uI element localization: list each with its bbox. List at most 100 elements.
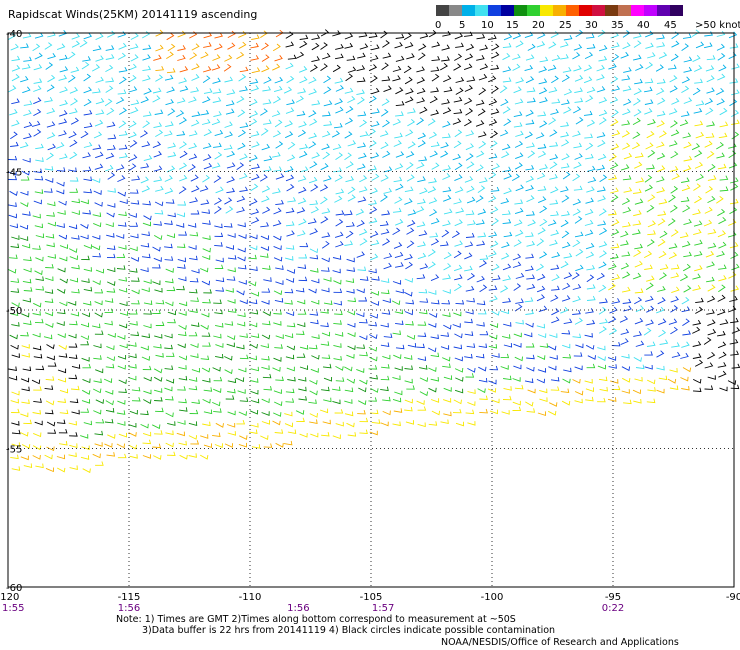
wind-barb <box>583 110 593 116</box>
wind-barb <box>539 218 548 227</box>
wind-barb <box>239 299 248 305</box>
wind-barb <box>164 130 173 137</box>
wind-barb <box>274 401 283 407</box>
wind-barb <box>142 44 152 50</box>
wind-barb <box>224 443 234 448</box>
wind-barb <box>203 88 213 94</box>
wind-barb <box>681 306 691 313</box>
wind-barb <box>118 130 128 137</box>
wind-barb <box>45 276 54 282</box>
wind-barb <box>561 99 570 106</box>
wind-barb <box>622 286 631 293</box>
wind-barb <box>310 268 319 273</box>
wind-barb <box>547 410 557 416</box>
wind-barb <box>694 195 703 204</box>
wind-barb <box>274 298 284 303</box>
wind-barb <box>692 378 702 384</box>
wind-barb <box>455 77 465 83</box>
wind-barb <box>611 385 621 391</box>
wind-barb <box>153 344 162 349</box>
wind-barb <box>467 272 476 281</box>
wind-barb <box>141 287 150 293</box>
wind-barb <box>59 153 68 160</box>
wind-barb <box>129 43 139 50</box>
wind-barb <box>526 408 536 413</box>
wind-barb <box>83 286 93 292</box>
wind-barb <box>585 197 594 204</box>
wind-barb <box>143 389 152 395</box>
wind-barb <box>261 398 270 404</box>
wind-barb <box>140 130 148 138</box>
wind-barb <box>214 232 224 237</box>
wind-barb <box>394 163 404 170</box>
wind-barb <box>634 296 643 305</box>
wind-barb <box>656 187 666 194</box>
wind-barb <box>333 343 342 348</box>
wind-barb <box>645 295 654 302</box>
wind-barb <box>431 56 441 62</box>
wind-barb <box>286 99 295 106</box>
wind-barb <box>347 345 356 351</box>
wind-barb <box>33 432 42 438</box>
wind-barb <box>632 54 642 61</box>
legend-swatch-12 <box>592 5 605 16</box>
wind-barb <box>152 280 161 286</box>
wind-barb <box>285 278 295 283</box>
wind-barb <box>236 162 245 170</box>
wind-barb <box>82 210 91 215</box>
wind-barb <box>670 186 679 194</box>
wind-barb <box>310 368 319 373</box>
wind-barb <box>227 431 236 436</box>
wind-barb <box>623 152 633 160</box>
wind-barb <box>321 331 331 337</box>
wind-barb <box>226 150 236 158</box>
wind-barb <box>178 77 188 84</box>
wind-barb <box>647 194 656 202</box>
wind-barb <box>189 308 198 314</box>
wind-barb <box>563 272 573 280</box>
wind-barb <box>621 354 630 359</box>
legend-swatch-18 <box>670 5 683 16</box>
wind-barb <box>572 198 582 206</box>
wind-barb <box>117 453 127 459</box>
wind-barb <box>430 109 440 116</box>
wind-barb <box>395 344 405 350</box>
wind-barb <box>286 345 296 351</box>
wind-barb <box>645 142 654 150</box>
wind-barb <box>83 122 93 129</box>
wind-barb <box>359 318 368 324</box>
wind-barb <box>59 440 68 446</box>
wind-barb <box>632 272 642 280</box>
wind-barb <box>573 161 582 169</box>
wind-barb <box>187 223 197 228</box>
wind-barb <box>692 87 701 96</box>
wind-barb <box>574 87 583 94</box>
wind-barb <box>453 108 463 115</box>
wind-barb <box>118 211 127 217</box>
wind-barb <box>549 173 558 180</box>
wind-barb <box>598 307 607 315</box>
wind-barb <box>154 209 164 215</box>
wind-barb <box>633 88 642 96</box>
wind-barb <box>130 257 140 262</box>
wind-barb <box>177 420 186 425</box>
wind-barb <box>611 42 620 49</box>
wind-barb <box>476 275 485 283</box>
wind-barb <box>250 291 260 297</box>
wind-barb <box>275 173 285 180</box>
wind-barb <box>47 254 57 259</box>
wind-barb <box>11 302 20 308</box>
wind-barb <box>116 234 125 239</box>
wind-barb <box>56 181 65 187</box>
wind-barb <box>212 432 221 438</box>
wind-barb <box>464 176 474 183</box>
wind-barb <box>681 241 691 248</box>
wind-barb <box>21 170 30 176</box>
wind-barb <box>430 274 440 282</box>
wind-barb <box>502 275 512 282</box>
wind-barb <box>260 222 269 228</box>
wind-barb <box>623 305 632 312</box>
wind-barb <box>658 250 667 259</box>
wind-barb <box>575 248 584 257</box>
wind-barb <box>227 335 236 341</box>
